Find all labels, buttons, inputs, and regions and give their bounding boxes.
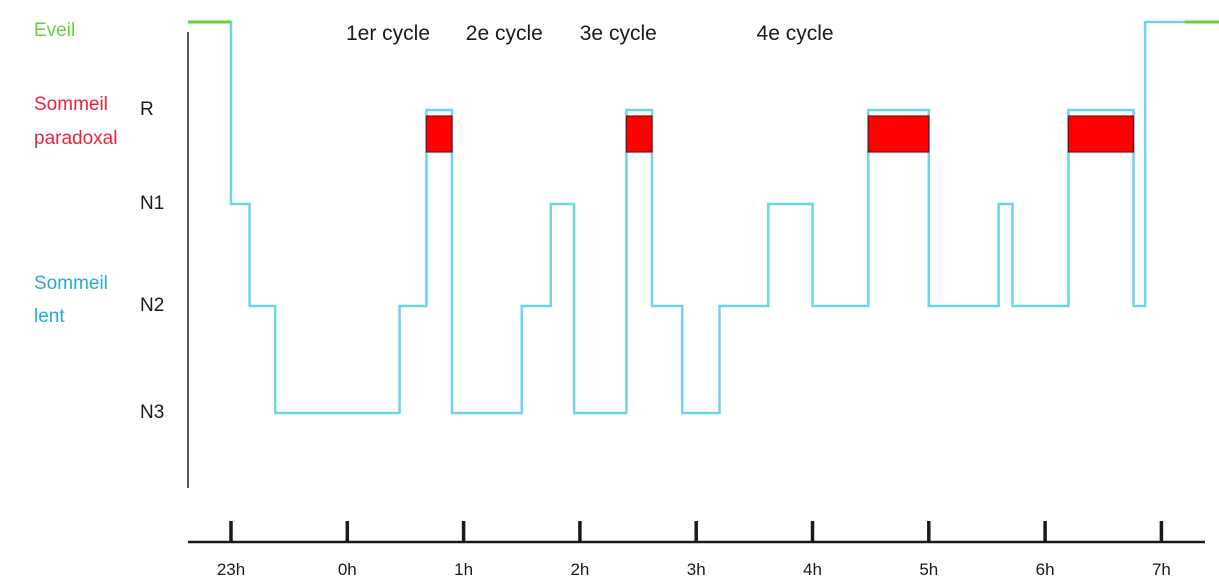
group-labels: Eveil Sommeil paradoxal Sommeil lent bbox=[34, 20, 117, 327]
x-tick-label-3h: 3h bbox=[687, 560, 706, 577]
cycle-label-4: 4e cycle bbox=[757, 22, 834, 45]
x-axis: 23h 0h 1h 2h 3h 4h 5h 6h 7h bbox=[188, 521, 1205, 577]
group-label-lent-line-1: lent bbox=[34, 306, 65, 327]
cycle-label-1: 1er cycle bbox=[346, 22, 430, 45]
stage-label-r: R bbox=[140, 99, 154, 120]
stage-label-n1: N1 bbox=[140, 193, 164, 214]
x-tick-label-2h: 2h bbox=[570, 560, 589, 577]
x-tick-label-4h: 4h bbox=[803, 560, 822, 577]
stage-label-n2: N2 bbox=[140, 295, 164, 316]
x-tick-label-1h: 1h bbox=[454, 560, 473, 577]
rem-block-4 bbox=[1067, 115, 1135, 153]
x-tick-label-6h: 6h bbox=[1036, 560, 1055, 577]
group-label-paradoxal-line-0: Sommeil bbox=[34, 94, 108, 115]
group-label-paradoxal-line-1: paradoxal bbox=[34, 128, 117, 149]
x-tick-label-7h: 7h bbox=[1152, 560, 1171, 577]
rem-block-3 bbox=[867, 115, 930, 153]
x-tick-label-5h: 5h bbox=[919, 560, 938, 577]
cycle-label-3: 3e cycle bbox=[580, 22, 657, 45]
rem-blocks-layer bbox=[425, 115, 1135, 153]
cycle-label-2: 2e cycle bbox=[466, 22, 543, 45]
group-label-lent-line-0: Sommeil bbox=[34, 273, 108, 294]
hypnogram-trace-layer bbox=[187, 20, 1219, 415]
stage-label-n3: N3 bbox=[140, 402, 164, 423]
stage-labels: R N1 N2 N3 bbox=[140, 99, 164, 423]
cycle-labels: 1er cycle 2e cycle 3e cycle 4e cycle bbox=[346, 22, 834, 45]
x-tick-label-0h: 0h bbox=[338, 560, 357, 577]
rem-block-1 bbox=[425, 115, 453, 153]
rem-block-2 bbox=[625, 115, 653, 153]
x-tick-label-23h: 23h bbox=[217, 560, 245, 577]
hypnogram-trace bbox=[188, 20, 1219, 415]
group-label-eveil-line-0: Eveil bbox=[34, 20, 75, 41]
